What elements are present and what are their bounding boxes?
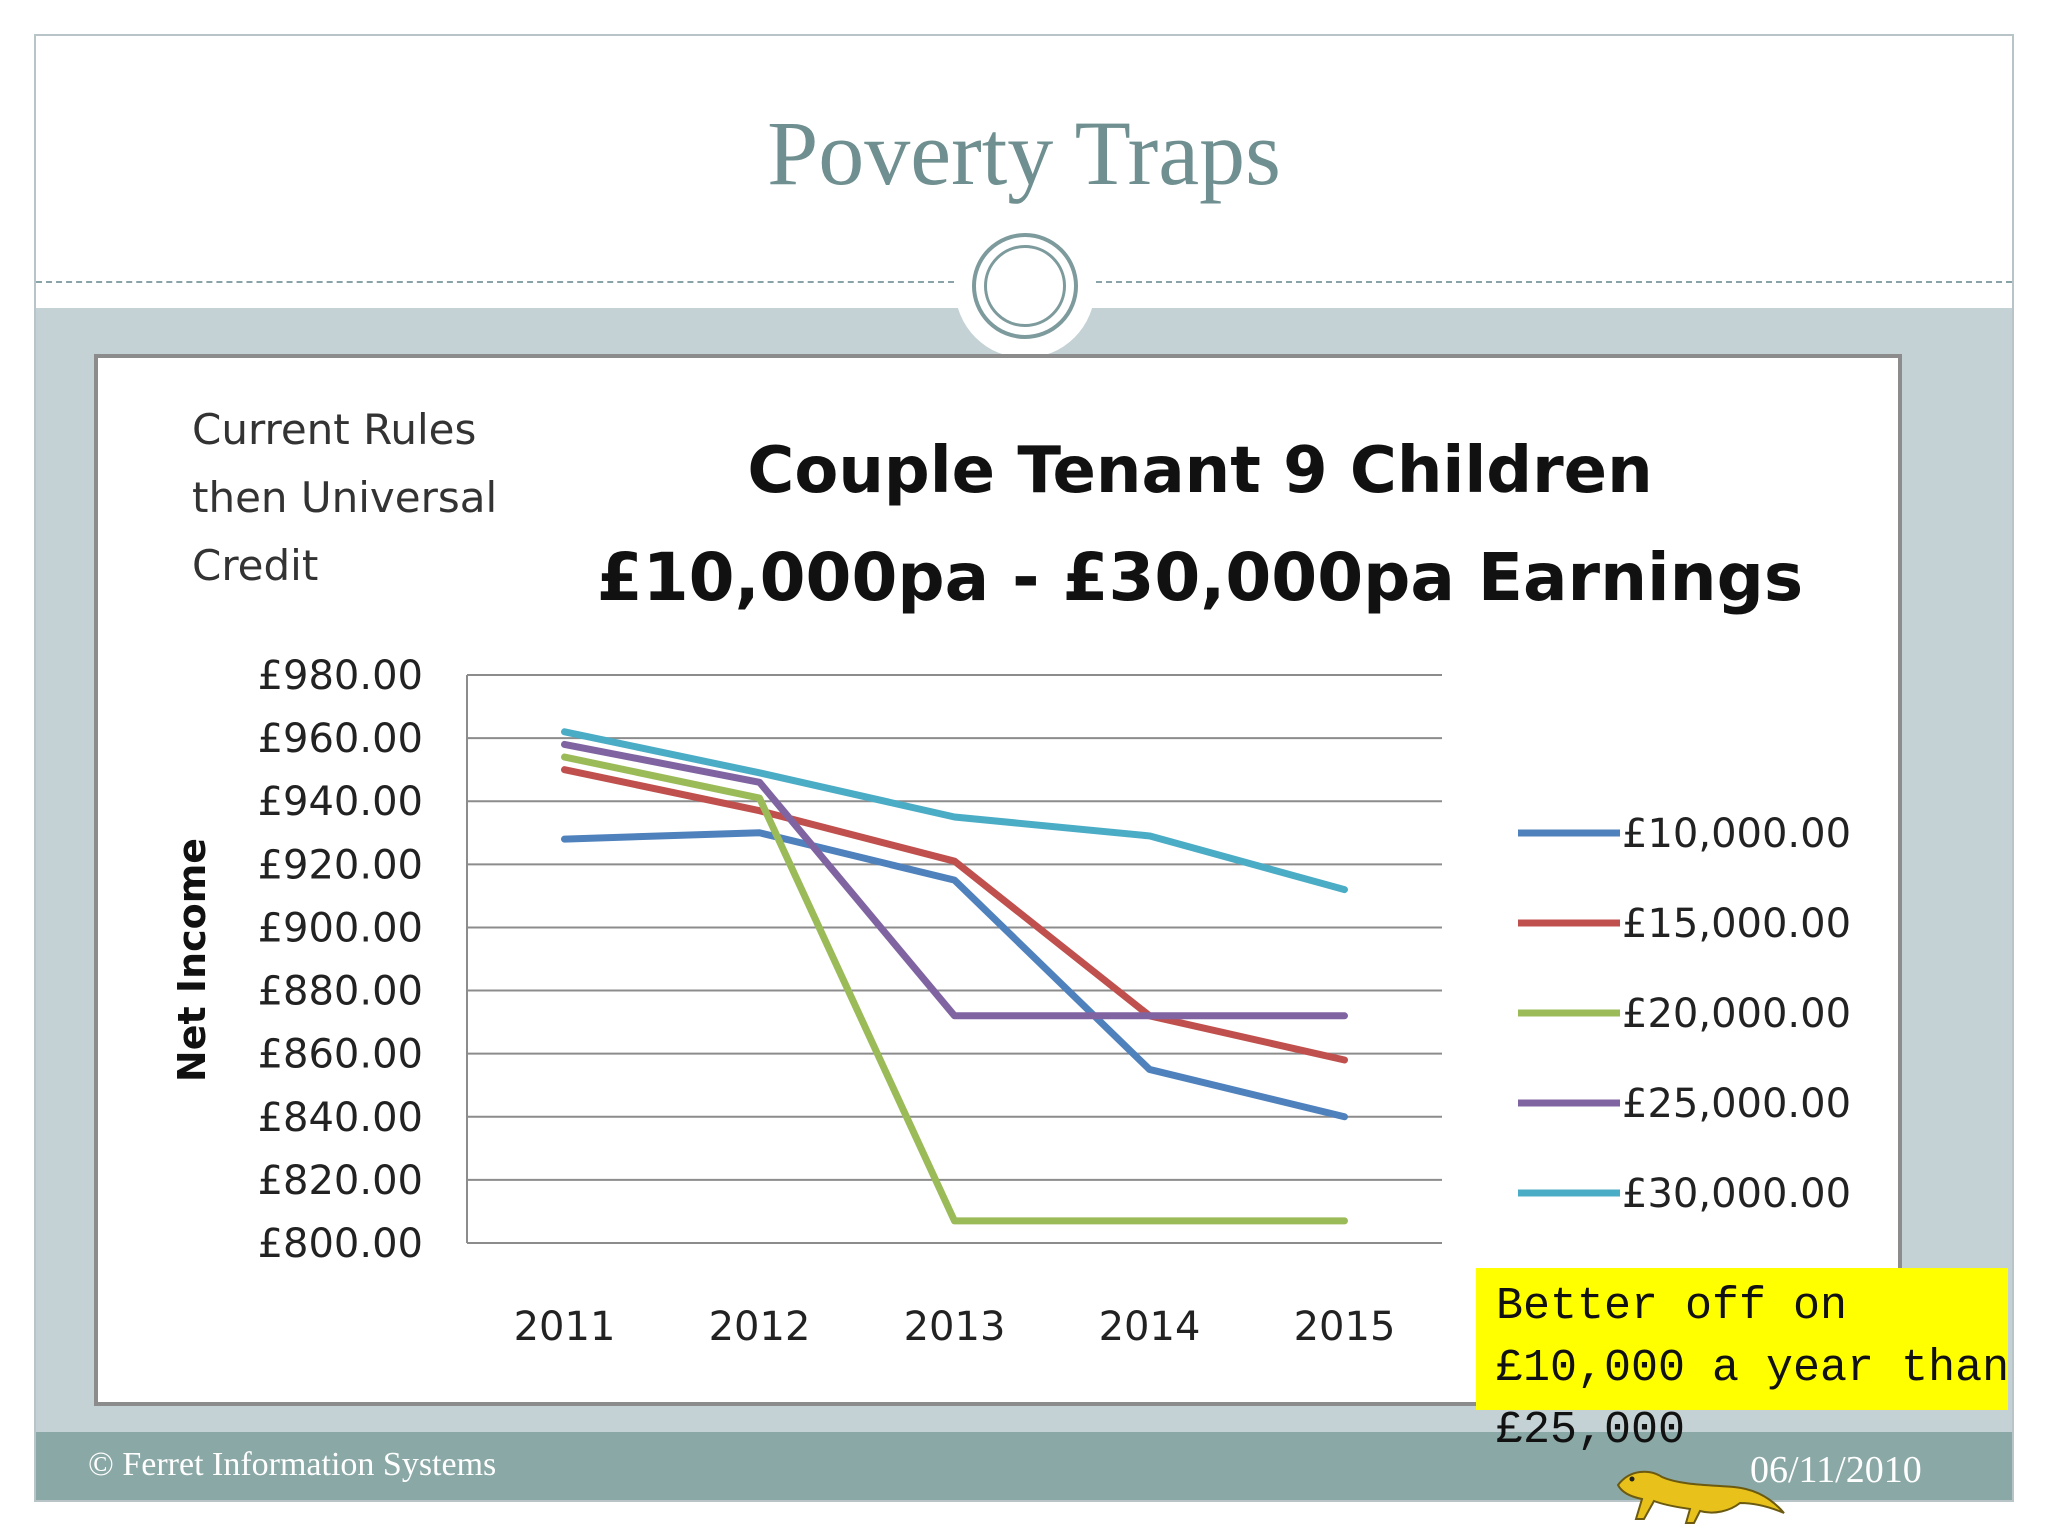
y-tick-label: £980.00: [258, 653, 423, 699]
medallion-ring: [972, 233, 1078, 339]
series-line: [561, 766, 1348, 1064]
title-divider-right: [1096, 281, 2012, 283]
footer-copyright: © Ferret Information Systems: [88, 1446, 497, 1483]
y-tick-label: £940.00: [258, 779, 423, 825]
y-tick-label: £820.00: [258, 1158, 423, 1204]
chart-note-line: Credit: [192, 541, 318, 590]
y-axis-title: Net Income: [170, 838, 214, 1082]
series-line: [561, 753, 1348, 1225]
x-tick-label: 2012: [709, 1304, 811, 1350]
y-tick-label: £920.00: [258, 842, 423, 888]
y-tick-label: £840.00: [258, 1095, 423, 1141]
callout-text: Better off on £10,000 a year than £25,00…: [1496, 1281, 2037, 1456]
series-line: [561, 740, 1348, 1020]
y-tick-label: £800.00: [258, 1221, 423, 1267]
chart-title-line: Couple Tenant 9 Children: [747, 434, 1652, 508]
y-tick-label: £960.00: [258, 716, 423, 762]
legend-label: £10,000.00: [1622, 811, 1851, 857]
legend-label: £15,000.00: [1622, 901, 1851, 947]
legend-label: £20,000.00: [1622, 991, 1851, 1037]
medallion-inner-ring: [984, 245, 1066, 327]
chart-panel: [94, 354, 1902, 1406]
title-divider-left: [36, 281, 954, 283]
y-tick-label: £880.00: [258, 969, 423, 1015]
x-tick-label: 2015: [1294, 1304, 1396, 1350]
x-tick-label: 2011: [514, 1304, 616, 1350]
legend-label: £25,000.00: [1622, 1081, 1851, 1127]
chart-note-line: then Universal: [192, 473, 497, 522]
chart-title-line: £10,000pa - £30,000pa Earnings: [597, 539, 1803, 616]
legend-label: £30,000.00: [1622, 1171, 1851, 1217]
series-line: [561, 728, 1348, 894]
y-tick-label: £900.00: [258, 905, 423, 951]
slide-title: Poverty Traps: [767, 102, 1281, 204]
ferret-logo-icon: [1616, 1470, 1785, 1524]
chart-note-line: Current Rules: [192, 405, 476, 454]
series-line: [561, 829, 1348, 1121]
x-tick-label: 2014: [1099, 1304, 1201, 1350]
y-tick-label: £860.00: [258, 1032, 423, 1078]
x-tick-label: 2013: [904, 1304, 1006, 1350]
callout-highlight: [1476, 1268, 2008, 1410]
footer-date: 06/11/2010: [1750, 1449, 1922, 1491]
